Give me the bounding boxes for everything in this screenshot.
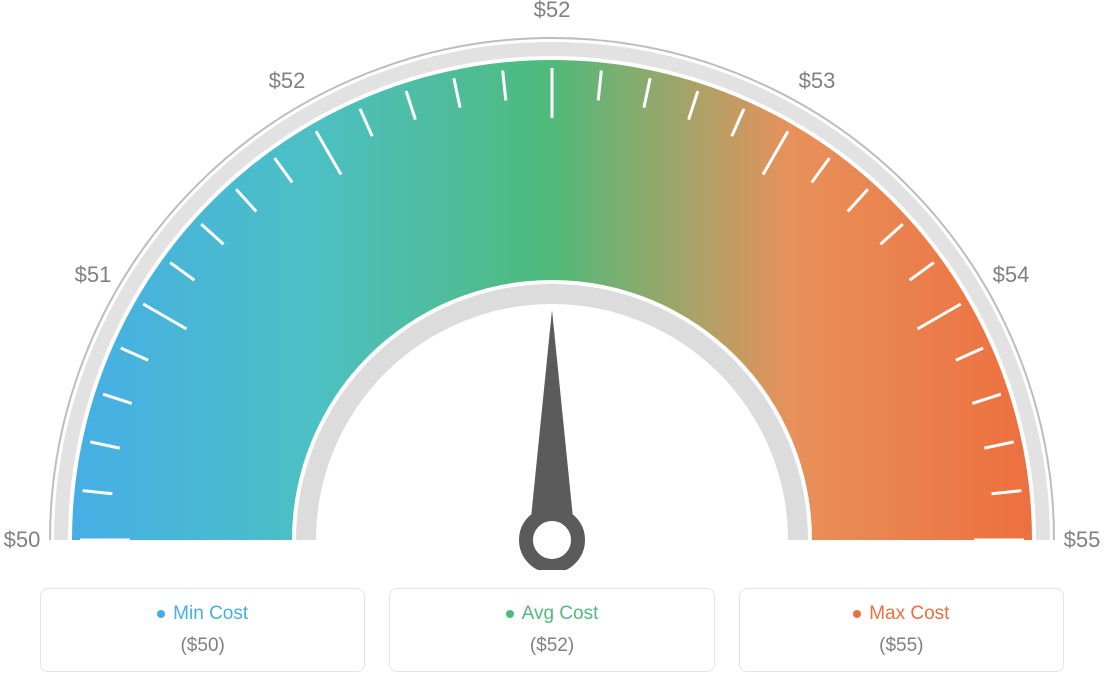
legend-title-text: Max Cost <box>869 603 949 624</box>
gauge-scale-label: $55 <box>1064 527 1101 553</box>
gauge-scale-label: $52 <box>269 68 306 94</box>
gauge-scale-label: $52 <box>534 0 571 23</box>
legend-card: Min Cost ($50) <box>40 588 365 672</box>
legend-bullet-icon <box>157 610 165 618</box>
legend-bullet-icon <box>853 610 861 618</box>
gauge-scale-label: $53 <box>799 68 836 94</box>
legend-title-text: Avg Cost <box>522 603 599 624</box>
gauge-area: $50 $51 $52 $52 $53 $54 $55 <box>0 0 1104 570</box>
legend-bullet-icon <box>506 610 514 618</box>
legend-row: Min Cost ($50) Avg Cost ($52) Max Cost ($55) <box>40 588 1064 672</box>
legend-title: Max Cost <box>740 603 1063 625</box>
legend-title: Min Cost <box>41 603 364 625</box>
legend-value: ($55) <box>740 635 1063 657</box>
legend-card: Max Cost ($55) <box>739 588 1064 672</box>
legend-value: ($52) <box>390 635 713 657</box>
gauge-scale-label: $54 <box>993 262 1030 288</box>
gauge-scale-label: $51 <box>75 262 112 288</box>
legend-title-text: Min Cost <box>173 603 248 624</box>
gauge-chart-container: $50 $51 $52 $52 $53 $54 $55 Min Cost ($50) Avg C… <box>0 0 1104 690</box>
gauge-svg <box>0 0 1104 570</box>
legend-card: Avg Cost ($52) <box>389 588 714 672</box>
gauge-scale-label: $50 <box>4 527 41 553</box>
gauge-hub <box>526 514 578 566</box>
legend-title: Avg Cost <box>390 603 713 625</box>
legend-value: ($50) <box>41 635 364 657</box>
